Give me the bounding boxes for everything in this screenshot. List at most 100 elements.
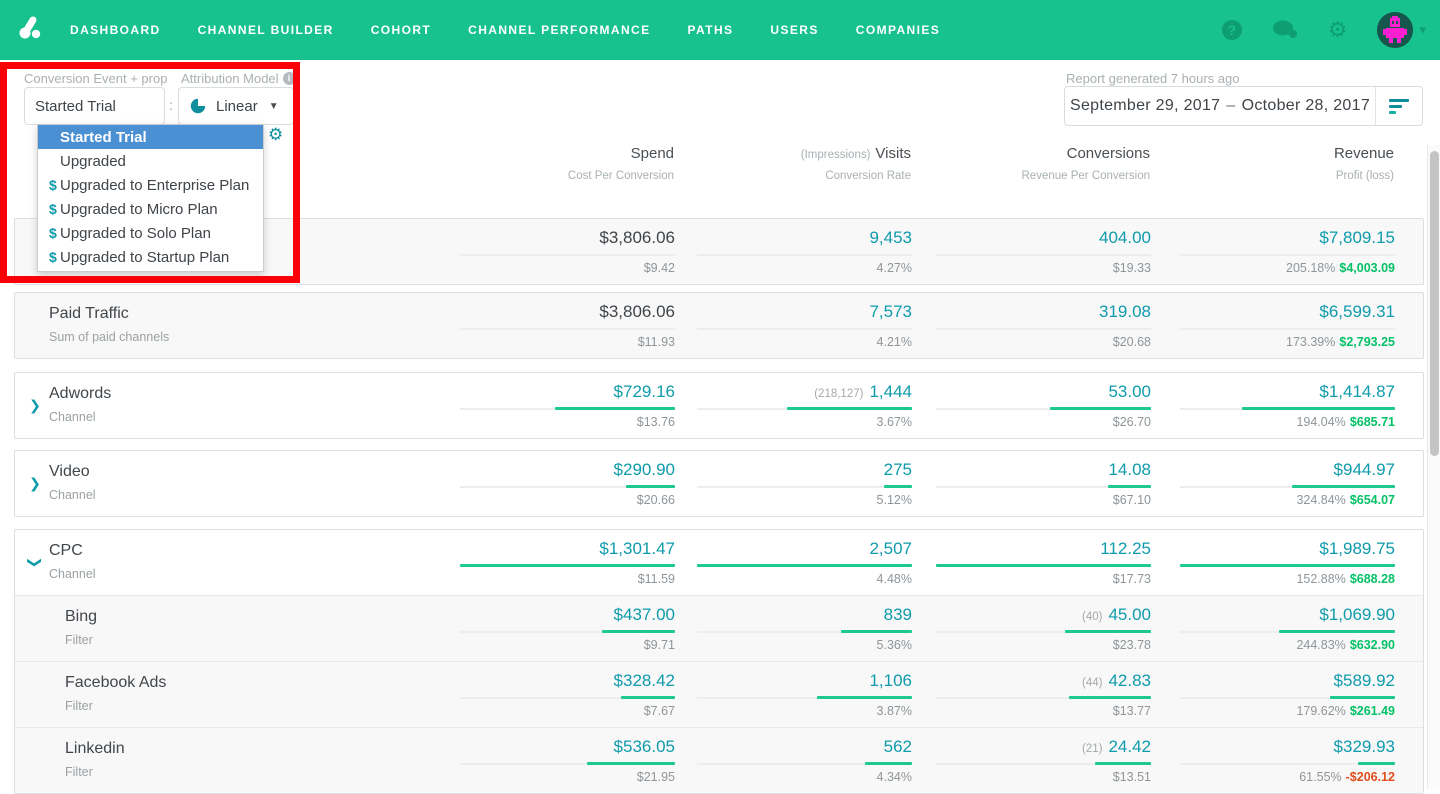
metric-sub-value: $11.93	[637, 335, 675, 349]
metric-cell-visits: 9,453 4.27%	[697, 219, 912, 284]
row-subtitle: Filter	[65, 699, 93, 713]
avatar[interactable]	[1377, 12, 1414, 48]
chevron-down-icon[interactable]: ▾	[1419, 22, 1426, 37]
metric-bar	[697, 564, 912, 567]
table-row-adwords[interactable]: ❯ Adwords Channel $729.16 $13.76 (218,127) 1,4…	[15, 373, 1423, 438]
performance-table: Spend Cost Per Conversion (Impressions) Vis…	[14, 145, 1424, 794]
metric-sub-value: $13.76	[636, 415, 675, 429]
info-icon[interactable]: i	[282, 72, 296, 85]
conversion-event-input[interactable]	[24, 87, 165, 125]
row-title: Adwords	[49, 385, 112, 402]
metric-sub-value: 4.48%	[876, 572, 912, 586]
pie-chart-icon	[190, 97, 207, 114]
metric-underline	[460, 763, 675, 765]
metric-value: 53.00	[1108, 382, 1151, 401]
dropdown-item-upgraded-to-startup-plan[interactable]: $ Upgraded to Startup Plan	[38, 245, 263, 269]
profit-percent: 61.55%	[1299, 770, 1342, 784]
metric-bar	[817, 696, 912, 699]
metric-bar	[626, 485, 675, 488]
conversion-gear-icon[interactable]: ⚙	[268, 125, 284, 144]
expand-chevron-icon[interactable]: ❯	[29, 475, 41, 491]
metric-bar	[1050, 407, 1151, 410]
metric-underline	[697, 486, 912, 488]
filter-sort-icon[interactable]	[1375, 87, 1422, 125]
row-title: Bing	[65, 608, 98, 625]
app-logo-icon[interactable]	[16, 13, 50, 47]
expand-chevron-icon[interactable]: ❯	[29, 397, 41, 413]
table-row-cpc[interactable]: ❯ CPC Channel $1,301.47 $11.59 2,507 4.48% 112.…	[15, 530, 1423, 595]
column-header-sub: Profit (loss)	[1335, 170, 1394, 182]
scrollbar-track[interactable]	[1427, 145, 1440, 789]
profit-percent: 173.39%	[1286, 335, 1336, 349]
dropdown-item-started-trial[interactable]: Started Trial	[38, 125, 263, 149]
metric-bar	[555, 407, 675, 410]
metric-value: $329.93	[1333, 737, 1395, 756]
nav-item-dashboard[interactable]: DASHBOARD	[70, 23, 161, 37]
metric-value: 14.08	[1108, 460, 1151, 479]
nav-item-companies[interactable]: COMPANIES	[855, 23, 941, 37]
scrollbar-thumb[interactable]	[1430, 151, 1439, 456]
dropdown-item-upgraded[interactable]: Upgraded	[38, 149, 263, 173]
metric-value: 112.25	[1100, 539, 1151, 558]
metric-underline	[936, 328, 1151, 330]
profit-amount: $688.28	[1349, 572, 1395, 586]
attribution-model-select[interactable]: Linear ▼	[178, 87, 294, 125]
table-row: $3,806.06 $9.42 9,453 4.27% 404.00 $19.33 $7,8…	[15, 219, 1423, 284]
metric-value: 275	[883, 460, 912, 479]
metric-value: (21) 24.42	[1082, 737, 1151, 756]
collapse-chevron-icon[interactable]: ❯	[27, 556, 44, 569]
conversion-event-label: Conversion Event + prop	[24, 71, 168, 86]
metric-sub-value: $11.59	[637, 572, 675, 586]
metric-cell-revenue: $329.93 61.55% -$206.12	[1180, 728, 1395, 793]
metric-underline	[460, 697, 675, 699]
dropdown-item-upgraded-to-micro-plan[interactable]: $ Upgraded to Micro Plan	[38, 197, 263, 221]
metric-bar	[602, 630, 675, 633]
metric-sub-value: 244.83% $632.90	[1296, 638, 1395, 652]
metric-sub-value: 3.67%	[876, 415, 912, 429]
nav-item-channel-performance[interactable]: CHANNEL PERFORMANCE	[468, 23, 651, 37]
row-subtitle: Filter	[65, 765, 93, 779]
metric-cell-conversions: 14.08 $67.10	[936, 451, 1151, 516]
date-range-picker[interactable]: September 29, 2017– October 28, 2017	[1064, 86, 1423, 126]
metric-value: $3,806.06	[599, 228, 675, 247]
nav-item-cohort[interactable]: COHORT	[370, 23, 432, 37]
metric-sub-value: $13.51	[1112, 770, 1151, 784]
metric-underline	[460, 631, 675, 633]
nav-item-paths[interactable]: PATHS	[687, 23, 734, 37]
metric-bar	[865, 762, 912, 765]
dropdown-item-upgraded-to-enterprise-plan[interactable]: $ Upgraded to Enterprise Plan	[38, 173, 263, 197]
metric-sub-value: 152.88% $688.28	[1296, 572, 1395, 586]
metric-bar	[1292, 485, 1395, 488]
column-header-conversions[interactable]: Conversions Revenue Per Conversion	[890, 145, 1151, 182]
metric-underline	[936, 254, 1151, 256]
user-menu[interactable]: ▾	[1377, 12, 1426, 48]
metric-underline	[936, 486, 1151, 488]
top-navbar: DASHBOARD CHANNEL BUILDER COHORT CHANNEL PE…	[0, 0, 1440, 60]
metric-sub-value: 205.18% $4,003.09	[1286, 261, 1395, 275]
metric-sub-value: $67.10	[1112, 493, 1151, 507]
dropdown-item-label: Started Trial	[60, 128, 147, 146]
column-header-visits[interactable]: (Impressions) Visits Conversion Rate	[651, 145, 911, 182]
metric-cell-revenue: $1,989.75 152.88% $688.28	[1180, 530, 1395, 595]
metric-cell-visits: 7,573 4.21%	[697, 293, 912, 358]
metric-sub-value: 179.62% $261.49	[1296, 704, 1395, 718]
nav-item-channel-builder[interactable]: CHANNEL BUILDER	[197, 23, 334, 37]
metric-value: $536.05	[613, 737, 675, 756]
metric-bar	[1180, 564, 1395, 567]
chat-icon[interactable]	[1272, 19, 1298, 41]
help-icon[interactable]: ?	[1221, 20, 1242, 40]
dropdown-item-label: Upgraded to Startup Plan	[60, 248, 230, 266]
column-header-main: Spend	[630, 145, 674, 162]
dropdown-item-upgraded-to-solo-plan[interactable]: $ Upgraded to Solo Plan	[38, 221, 263, 245]
table-row-video[interactable]: ❯ Video Channel $290.90 $20.66 275 5.12% 14.08 $…	[15, 451, 1423, 516]
metric-cell-conversions: 319.08 $20.68	[936, 293, 1151, 358]
column-header-spend[interactable]: Spend Cost Per Conversion	[414, 145, 674, 182]
column-header-revenue[interactable]: Revenue Profit (loss)	[1134, 145, 1394, 182]
metric-cell-visits: 1,106 3.87%	[697, 662, 912, 727]
metric-cell-conversions: 112.25 $17.73	[936, 530, 1151, 595]
nav-item-users[interactable]: USERS	[770, 23, 819, 37]
metric-cell-spend: $3,806.06 $9.42	[460, 219, 675, 284]
metric-bar	[884, 485, 912, 488]
nav-right-icons: ? ⚙ ▾	[1221, 12, 1426, 48]
settings-gear-icon[interactable]: ⚙	[1327, 17, 1348, 42]
